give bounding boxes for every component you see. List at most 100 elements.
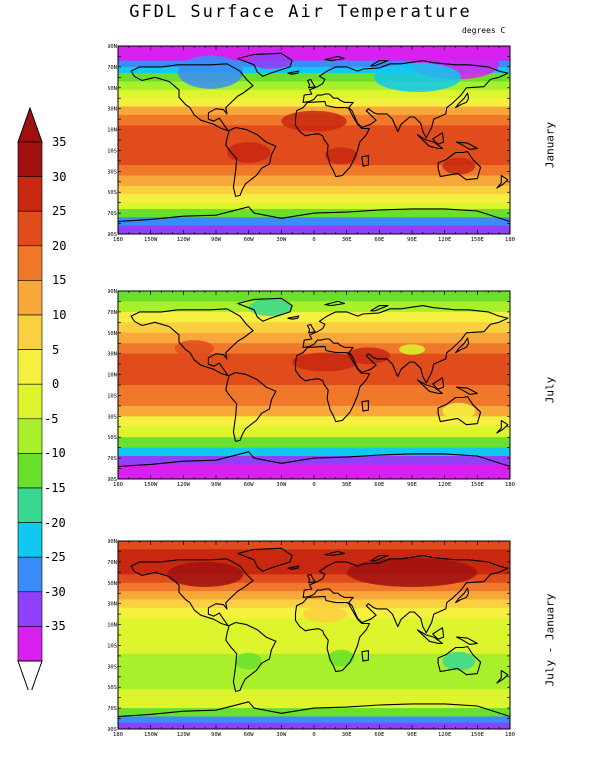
temperature-band: [118, 597, 510, 601]
temperature-band: [118, 179, 510, 183]
temperature-band: [118, 206, 510, 210]
temperature-band: [118, 664, 510, 667]
temperature-band: [118, 150, 510, 154]
lon-tick-label: 90E: [407, 732, 417, 738]
temperature-band: [118, 433, 510, 436]
temperature-band: [118, 420, 510, 424]
lon-tick-label: 30E: [342, 482, 352, 488]
lon-tick-label: 120E: [438, 732, 451, 738]
map-panel-january: 180 150W 120W 90W 60W 30W 0 30E 60E 90E 120E 150E 18…: [108, 38, 520, 243]
temperature-band: [118, 169, 510, 172]
map-svg: 180 150W 120W 90W 60W 30W 0 30E 60E 90E 120E 150E 18…: [108, 289, 515, 488]
temperature-band: [118, 566, 510, 569]
lat-tick-label: 10N: [108, 373, 117, 379]
temperature-band: [118, 626, 510, 630]
lon-tick-label: 90W: [211, 237, 222, 243]
temperature-band: [118, 464, 510, 468]
colorbar-tick-label: -10: [44, 446, 66, 461]
temperature-anomaly-region: [248, 299, 293, 317]
temperature-band: [118, 382, 510, 386]
temperature-band: [118, 632, 510, 636]
units-label: degrees C: [462, 26, 506, 35]
lat-tick-label: 50N: [108, 581, 117, 587]
temperature-band: [118, 102, 510, 106]
temperature-band: [118, 391, 510, 394]
temperature-band: [118, 547, 510, 550]
lon-tick-label: 60W: [244, 237, 255, 243]
temperature-band: [118, 60, 510, 64]
temperature-band: [118, 722, 510, 726]
temperature-band: [118, 158, 510, 162]
temperature-band: [118, 56, 510, 60]
temperature-band: [118, 645, 510, 649]
lon-tick-label: 60W: [244, 732, 255, 738]
temperature-band: [118, 412, 510, 415]
lat-tick-label: 10S: [108, 148, 117, 154]
temperature-band: [118, 630, 510, 634]
temperature-band: [118, 160, 510, 164]
temperature-band: [118, 198, 510, 202]
temperature-band: [118, 697, 510, 701]
temperature-anomaly-region: [292, 352, 358, 372]
colorbar-tick-label: 35: [52, 135, 67, 149]
temperature-band: [118, 311, 510, 315]
temperature-band: [118, 680, 510, 684]
temperature-band: [118, 643, 510, 647]
temperature-band: [118, 397, 510, 401]
temperature-band: [118, 318, 510, 321]
colorbar-segment: [17, 210, 43, 247]
lon-tick-label: 150E: [471, 482, 484, 488]
temperature-band: [118, 441, 510, 445]
lat-tick-label: 90S: [108, 727, 117, 733]
temperature-band: [118, 380, 510, 384]
temperature-band: [118, 144, 510, 147]
lon-tick-label: 150E: [471, 732, 484, 738]
temperature-band: [118, 706, 510, 709]
lon-tick-label: 30W: [276, 237, 287, 243]
temperature-band: [118, 54, 510, 58]
temperature-band: [118, 639, 510, 642]
colorbar-tick-label: -25: [44, 550, 66, 565]
temperature-band: [118, 185, 510, 189]
temperature-anomaly-region: [346, 347, 391, 365]
temperature-band: [118, 320, 510, 323]
lat-tick-label: 50S: [108, 435, 117, 441]
temperature-band: [118, 213, 510, 216]
colorbar-segment: [17, 591, 43, 627]
temperature-band: [118, 64, 510, 68]
temperature-band: [118, 439, 510, 442]
temperature-band: [118, 374, 510, 378]
lat-tick-label: 10S: [108, 643, 117, 649]
temperature-band: [118, 58, 510, 62]
lat-tick-label: 50N: [108, 86, 117, 92]
temperature-band: [118, 77, 510, 81]
lon-tick-label: 150W: [144, 237, 158, 243]
temperature-band: [118, 389, 510, 392]
temperature-anomaly-region: [442, 157, 476, 175]
colorbar-segment: [17, 176, 43, 212]
lat-tick-label: 90N: [108, 289, 117, 295]
lat-tick-label: 50S: [108, 190, 117, 196]
temperature-band: [118, 173, 510, 177]
lon-tick-label: 120E: [438, 237, 451, 243]
temperature-band: [118, 456, 510, 459]
temperature-anomaly-region: [328, 649, 355, 667]
lat-tick-label: 90N: [108, 44, 117, 50]
temperature-band: [118, 370, 510, 374]
temperature-band: [118, 165, 510, 168]
temperature-band: [118, 52, 510, 55]
temperature-band: [118, 699, 510, 703]
colorbar-tick-label: 15: [52, 273, 67, 288]
temperature-band: [118, 443, 510, 447]
temperature-band: [118, 458, 510, 461]
temperature-band: [118, 156, 510, 160]
temperature-band: [118, 701, 510, 705]
temperature-band: [118, 137, 510, 141]
temperature-band: [118, 678, 510, 682]
lat-tick-label: 30N: [108, 107, 117, 113]
temperature-band: [118, 401, 510, 405]
temperature-band: [118, 200, 510, 204]
temperature-band: [118, 672, 510, 676]
temperature-band: [118, 561, 510, 565]
temperature-band: [118, 297, 510, 300]
